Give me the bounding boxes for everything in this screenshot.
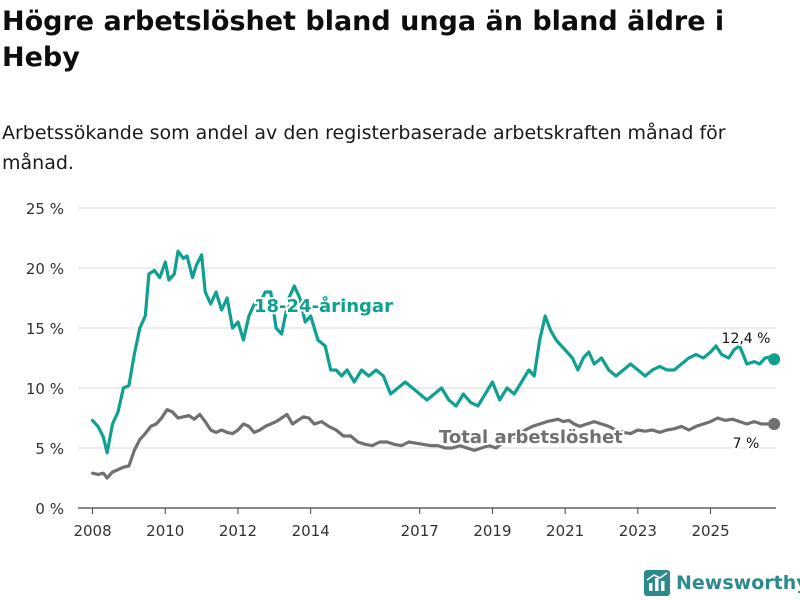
x-tick-label: 2010	[146, 522, 184, 540]
brand-name: Newsworthy	[676, 572, 800, 594]
chart-title: Högre arbetslöshet bland unga än bland ä…	[2, 6, 725, 73]
y-tick-label: 15 %	[26, 320, 64, 338]
x-tick-label: 2014	[292, 522, 330, 540]
series-label-young: 18-24-åringar	[254, 295, 393, 317]
series-line-young	[90, 249, 776, 455]
series-label-total: Total arbetslöshet	[439, 427, 623, 448]
chart-subtitle: Arbetssökande som andel av den registerb…	[2, 122, 726, 174]
brand-logo: Newsworthy	[644, 568, 800, 598]
bar-chart-logo-icon	[644, 570, 670, 596]
end-value-label-young: 12,4 %	[722, 331, 771, 347]
y-tick-label: 25 %	[26, 200, 64, 218]
y-tick-label: 20 %	[26, 260, 64, 278]
x-tick-label: 2017	[401, 522, 439, 540]
end-marker-young	[768, 353, 781, 366]
end-marker-total	[768, 418, 781, 430]
x-tick-label: 2021	[546, 522, 584, 540]
x-tick-label: 2008	[73, 522, 111, 540]
x-tick-label: 2012	[219, 522, 257, 540]
x-tick-label: 2023	[619, 522, 657, 540]
y-tick-label: 5 %	[35, 440, 64, 458]
end-value-label-total: 7 %	[733, 436, 760, 452]
x-tick-label: 2019	[473, 522, 511, 540]
y-tick-label: 10 %	[26, 380, 64, 398]
x-tick-label: 2025	[691, 522, 729, 540]
y-tick-label: 0 %	[35, 500, 64, 518]
series-line-total	[90, 408, 776, 480]
